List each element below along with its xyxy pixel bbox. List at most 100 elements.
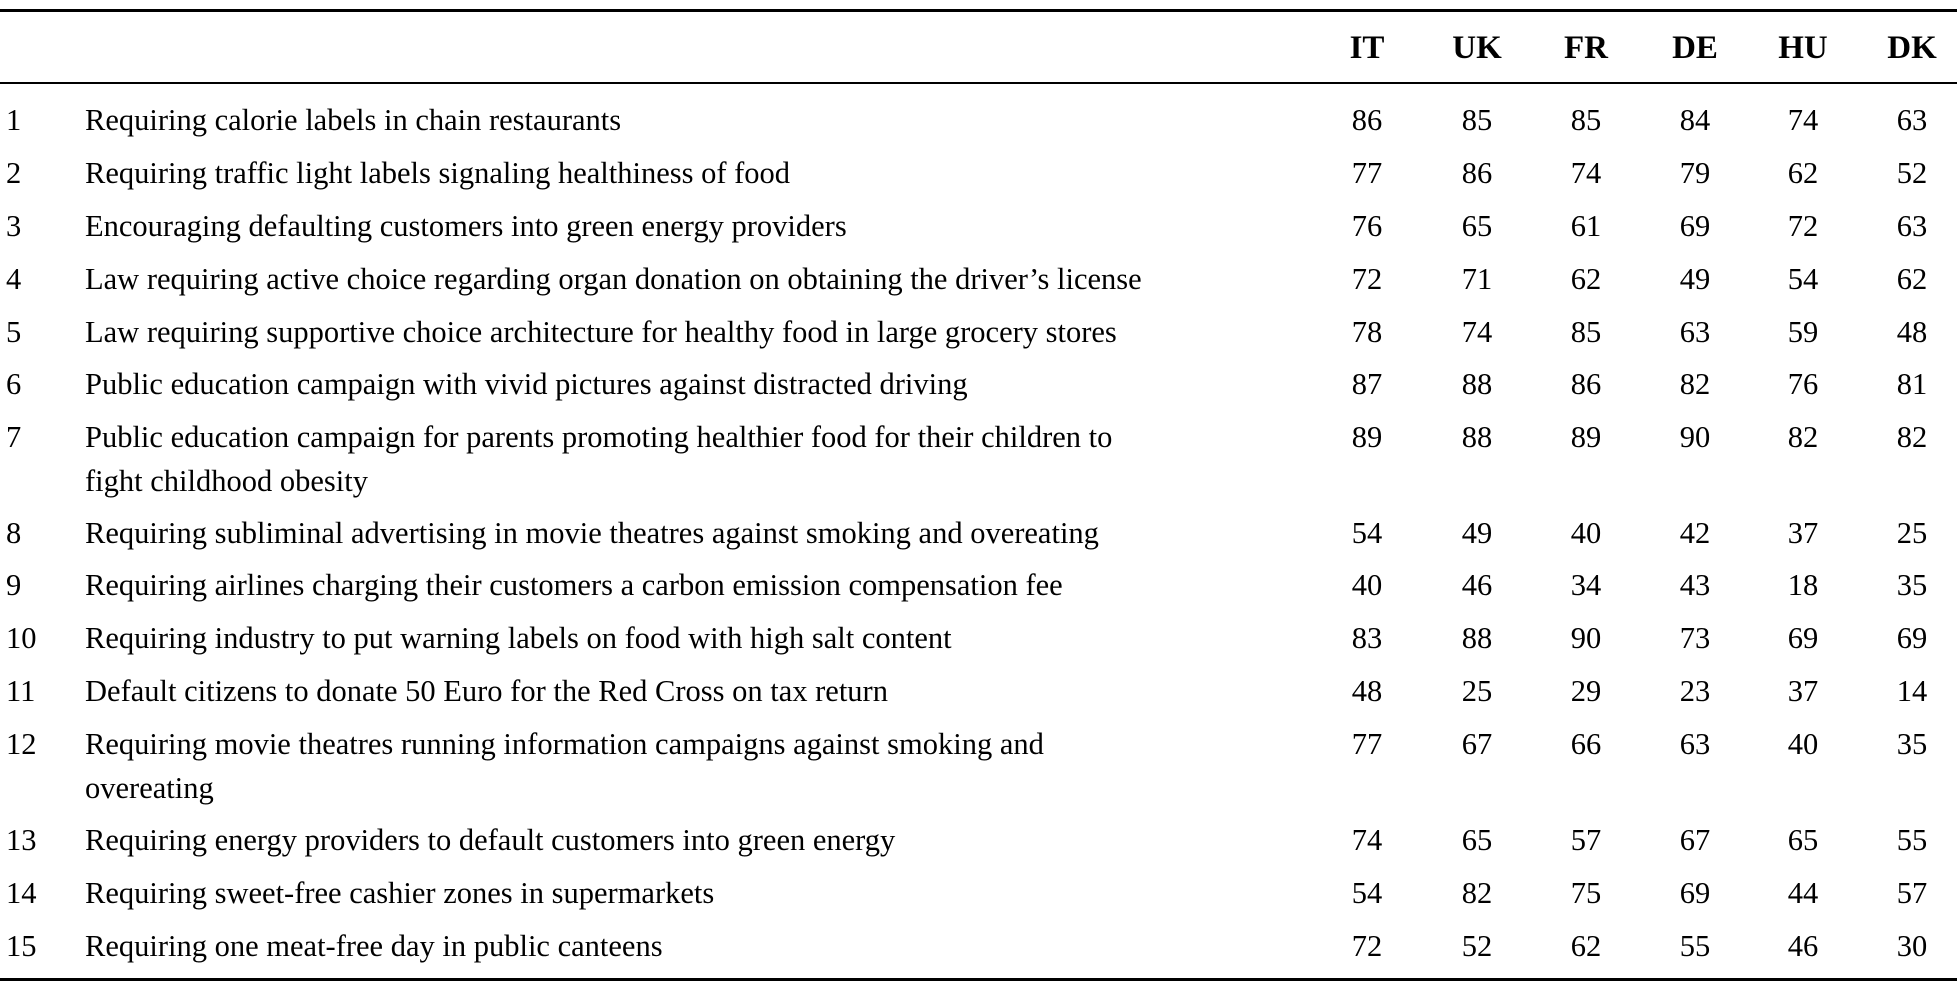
value-hu: 54 <box>1787 262 1819 296</box>
row-number: 7 <box>6 420 22 454</box>
value-de: 82 <box>1679 367 1711 401</box>
value-dk: 48 <box>1896 315 1928 349</box>
row-description: Requiring calorie labels in chain restau… <box>85 103 622 137</box>
value-de: 69 <box>1679 876 1711 910</box>
value-it: 86 <box>1351 103 1383 137</box>
row-number: 14 <box>6 876 37 910</box>
value-de: 67 <box>1679 823 1711 857</box>
value-uk: 74 <box>1461 315 1493 349</box>
value-dk: 63 <box>1896 209 1928 243</box>
value-de: 42 <box>1679 516 1711 550</box>
value-fr: 62 <box>1570 262 1602 296</box>
value-de: 73 <box>1679 621 1711 655</box>
header-rule <box>0 82 1957 84</box>
value-de: 43 <box>1679 568 1711 602</box>
row-number: 4 <box>6 262 22 296</box>
row-description: Requiring one meat-free day in public ca… <box>85 929 663 963</box>
row-number: 1 <box>6 103 22 137</box>
value-fr: 74 <box>1570 156 1602 190</box>
value-hu: 72 <box>1787 209 1819 243</box>
value-it: 72 <box>1351 929 1383 963</box>
value-dk: 63 <box>1896 103 1928 137</box>
value-dk: 69 <box>1896 621 1928 655</box>
column-header-it: IT <box>1349 30 1385 66</box>
value-it: 40 <box>1351 568 1383 602</box>
value-hu: 59 <box>1787 315 1819 349</box>
row-number: 6 <box>6 367 22 401</box>
column-header-fr: FR <box>1564 30 1608 66</box>
row-number: 10 <box>6 621 37 655</box>
value-fr: 57 <box>1570 823 1602 857</box>
value-uk: 46 <box>1461 568 1493 602</box>
value-it: 54 <box>1351 876 1383 910</box>
value-fr: 61 <box>1570 209 1602 243</box>
value-uk: 71 <box>1461 262 1493 296</box>
column-header-de: DE <box>1672 30 1718 66</box>
row-number: 15 <box>6 929 37 963</box>
value-uk: 85 <box>1461 103 1493 137</box>
value-hu: 18 <box>1787 568 1819 602</box>
value-fr: 86 <box>1570 367 1602 401</box>
value-dk: 14 <box>1896 674 1928 708</box>
value-uk: 88 <box>1461 420 1493 454</box>
row-description: Requiring subliminal advertising in movi… <box>85 516 1099 550</box>
value-fr: 62 <box>1570 929 1602 963</box>
row-description: Requiring energy providers to default cu… <box>85 823 896 857</box>
bottom-rule <box>0 978 1957 981</box>
value-it: 76 <box>1351 209 1383 243</box>
value-it: 83 <box>1351 621 1383 655</box>
row-description: Law requiring supportive choice architec… <box>85 315 1117 349</box>
value-de: 23 <box>1679 674 1711 708</box>
value-hu: 76 <box>1787 367 1819 401</box>
value-de: 84 <box>1679 103 1711 137</box>
value-it: 48 <box>1351 674 1383 708</box>
row-number: 9 <box>6 568 22 602</box>
value-uk: 88 <box>1461 621 1493 655</box>
column-header-hu: HU <box>1778 30 1828 66</box>
value-hu: 82 <box>1787 420 1819 454</box>
value-dk: 81 <box>1896 367 1928 401</box>
value-fr: 40 <box>1570 516 1602 550</box>
value-fr: 90 <box>1570 621 1602 655</box>
value-hu: 62 <box>1787 156 1819 190</box>
value-uk: 52 <box>1461 929 1493 963</box>
row-description: Encouraging defaulting customers into gr… <box>85 209 847 243</box>
value-hu: 44 <box>1787 876 1819 910</box>
value-uk: 86 <box>1461 156 1493 190</box>
column-header-uk: UK <box>1452 30 1502 66</box>
row-number: 2 <box>6 156 22 190</box>
value-it: 77 <box>1351 727 1383 761</box>
value-it: 89 <box>1351 420 1383 454</box>
value-it: 72 <box>1351 262 1383 296</box>
value-dk: 52 <box>1896 156 1928 190</box>
value-fr: 29 <box>1570 674 1602 708</box>
value-uk: 82 <box>1461 876 1493 910</box>
value-de: 63 <box>1679 727 1711 761</box>
value-dk: 62 <box>1896 262 1928 296</box>
value-fr: 89 <box>1570 420 1602 454</box>
row-description: Requiring industry to put warning labels… <box>85 621 952 655</box>
row-number: 12 <box>6 727 37 761</box>
value-hu: 65 <box>1787 823 1819 857</box>
value-uk: 88 <box>1461 367 1493 401</box>
value-it: 78 <box>1351 315 1383 349</box>
value-hu: 46 <box>1787 929 1819 963</box>
value-it: 54 <box>1351 516 1383 550</box>
value-hu: 74 <box>1787 103 1819 137</box>
value-fr: 85 <box>1570 315 1602 349</box>
value-fr: 75 <box>1570 876 1602 910</box>
top-rule <box>0 9 1957 12</box>
value-hu: 37 <box>1787 674 1819 708</box>
value-uk: 25 <box>1461 674 1493 708</box>
row-description: Requiring movie theatres running informa… <box>85 727 1044 805</box>
row-number: 8 <box>6 516 22 550</box>
value-it: 87 <box>1351 367 1383 401</box>
value-uk: 67 <box>1461 727 1493 761</box>
column-header-dk: DK <box>1887 30 1937 66</box>
value-uk: 65 <box>1461 209 1493 243</box>
row-description: Requiring traffic light labels signaling… <box>85 156 791 190</box>
value-de: 90 <box>1679 420 1711 454</box>
value-dk: 35 <box>1896 727 1928 761</box>
row-description: Default citizens to donate 50 Euro for t… <box>85 674 888 708</box>
row-number: 13 <box>6 823 37 857</box>
